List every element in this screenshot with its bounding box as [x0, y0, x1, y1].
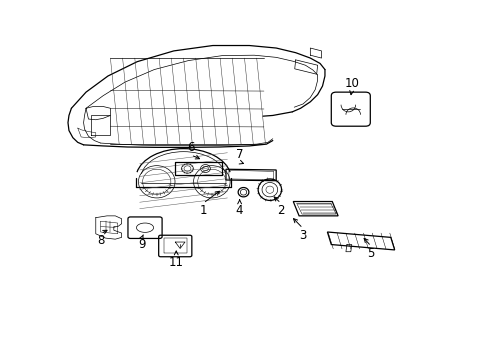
Text: 2: 2 — [277, 204, 284, 217]
Text: 7: 7 — [235, 148, 243, 161]
Text: 8: 8 — [97, 234, 104, 247]
Text: 9: 9 — [138, 238, 145, 251]
Text: 3: 3 — [299, 229, 306, 242]
Text: 1: 1 — [199, 204, 206, 217]
Text: 5: 5 — [367, 247, 374, 260]
Text: 11: 11 — [168, 256, 183, 269]
Text: 6: 6 — [187, 141, 194, 154]
Text: 4: 4 — [235, 204, 243, 217]
Text: 10: 10 — [344, 77, 359, 90]
